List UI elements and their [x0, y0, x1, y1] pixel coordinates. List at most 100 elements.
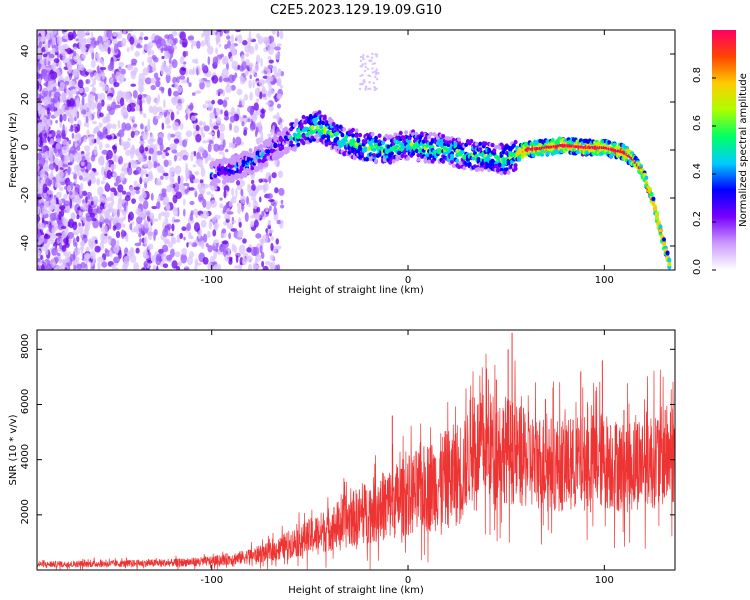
snr-frame: [36, 329, 676, 571]
noise-blob: [92, 120, 97, 125]
noise-blob: [207, 244, 213, 253]
noise-blob: [52, 68, 60, 72]
noise-blob: [226, 211, 234, 215]
noise-blob: [237, 33, 243, 44]
noise-blob: [251, 179, 255, 185]
noise-blob: [227, 247, 231, 257]
noise-blob: [90, 252, 94, 260]
noise-blob: [45, 155, 49, 165]
noise-blob: [185, 130, 193, 138]
noise-blob: [217, 98, 224, 106]
noise-blob: [160, 175, 164, 180]
noise-blob: [76, 214, 80, 220]
noise-blob: [68, 128, 75, 132]
noise-blob: [116, 208, 120, 218]
noise-blob: [128, 162, 131, 169]
noise-blob: [373, 86, 376, 89]
ridge-cell: [476, 167, 481, 172]
noise-blob: [266, 91, 272, 98]
noise-blob: [207, 56, 211, 66]
noise-blob: [213, 250, 217, 260]
noise-blob: [212, 186, 218, 191]
noise-blob: [153, 72, 159, 79]
noise-blob: [376, 71, 380, 75]
noise-blob: [44, 247, 49, 256]
noise-blob: [202, 257, 209, 265]
noise-blob: [106, 96, 113, 101]
noise-blob: [135, 149, 140, 156]
y-tick-label: 6000: [20, 389, 31, 414]
noise-blob: [155, 80, 161, 88]
noise-blob: [186, 242, 189, 248]
noise-blob: [169, 182, 174, 189]
ridge-cell: [335, 136, 340, 141]
noise-blob: [37, 54, 42, 60]
noise-blob: [249, 121, 256, 130]
noise-blob: [250, 197, 257, 201]
noise-blob: [44, 199, 50, 209]
ridge-cell: [213, 182, 218, 188]
noise-blob: [374, 75, 377, 79]
noise-blob: [249, 108, 254, 116]
noise-blob: [267, 45, 274, 55]
noise-blob: [274, 46, 281, 51]
noise-blob: [275, 238, 279, 245]
noise-blob: [118, 61, 125, 67]
noise-blob: [61, 139, 68, 146]
noise-blob: [73, 173, 77, 180]
noise-blob: [72, 229, 80, 236]
ridge-cell: [374, 158, 379, 164]
noise-blob: [64, 126, 68, 136]
ridge-cell: [419, 131, 424, 136]
noise-blob: [63, 237, 69, 244]
noise-blob: [225, 84, 232, 94]
noise-blob: [163, 149, 168, 153]
noise-blob: [375, 55, 378, 58]
noise-blob: [144, 77, 152, 85]
noise-blob: [167, 113, 170, 119]
noise-blob: [147, 173, 154, 182]
ridge-cell: [243, 172, 248, 177]
noise-blob: [269, 261, 276, 270]
noise-blob: [199, 179, 204, 184]
noise-blob: [51, 62, 57, 70]
noise-blob: [179, 39, 183, 45]
noise-blob: [44, 233, 48, 238]
noise-blob: [242, 39, 248, 46]
ridge-cell: [276, 143, 281, 148]
noise-blob: [75, 97, 80, 106]
noise-blob: [140, 123, 144, 130]
noise-blob: [259, 196, 262, 203]
noise-blob: [118, 91, 124, 96]
noise-blob: [256, 184, 263, 191]
noise-blob: [160, 211, 165, 217]
y-tick-label: 8000: [20, 334, 31, 359]
noise-blob: [376, 78, 379, 81]
noise-blob: [359, 83, 362, 86]
noise-blob: [120, 139, 124, 147]
noise-blob: [252, 200, 259, 210]
noise-blob: [130, 83, 137, 87]
noise-blob: [218, 43, 222, 48]
noise-blob: [116, 132, 121, 137]
noise-blob: [240, 188, 244, 197]
ridge-cell: [391, 159, 396, 164]
ridge-cell: [389, 151, 394, 156]
noise-blob: [39, 168, 46, 179]
noise-blob: [205, 201, 212, 210]
ridge-cell: [310, 125, 315, 130]
ridge-cell: [411, 151, 416, 156]
noise-blob: [93, 145, 98, 156]
noise-blob: [69, 74, 72, 81]
ridge-cell: [298, 134, 303, 139]
figure-title: C2E5.2023.129.19.09.G10: [270, 3, 442, 18]
noise-blob: [130, 45, 134, 51]
noise-blob: [37, 121, 45, 129]
noise-blob: [267, 193, 273, 199]
noise-blob: [235, 180, 241, 186]
noise-blob: [262, 265, 269, 270]
noise-blob: [46, 107, 51, 115]
ridge-cell: [351, 133, 356, 138]
noise-blob: [87, 205, 93, 215]
noise-blob: [182, 139, 188, 148]
